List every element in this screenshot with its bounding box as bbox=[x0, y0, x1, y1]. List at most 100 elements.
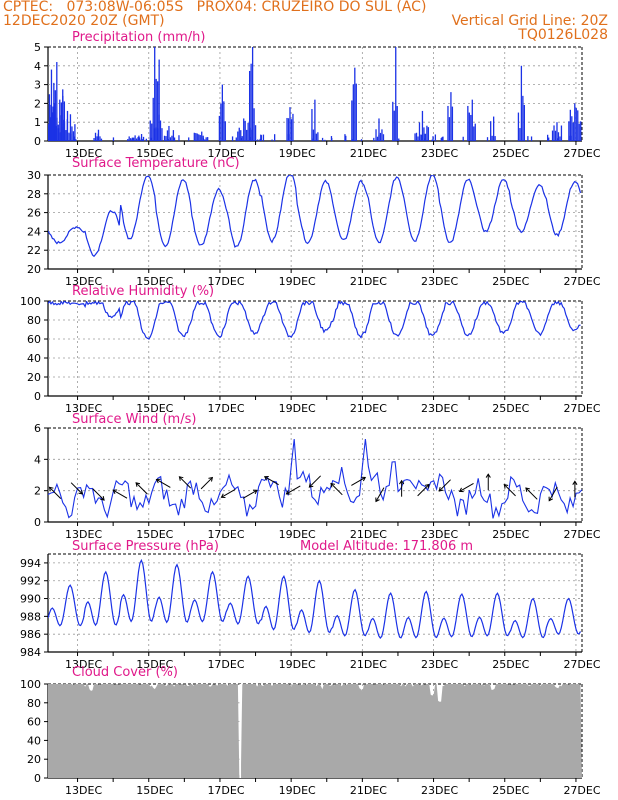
wind-arrowhead-11 bbox=[285, 490, 291, 495]
precip-bar-1-5 bbox=[56, 62, 58, 141]
xtick-label-2-3: 19DEC bbox=[279, 402, 316, 415]
ytick-label-4-5: 994 bbox=[20, 557, 41, 570]
precip-bar-3-4 bbox=[65, 130, 67, 141]
precip-bar-10-3 bbox=[223, 101, 225, 141]
wind-arrowhead-2 bbox=[100, 496, 105, 501]
wind-arrow-8 bbox=[221, 488, 236, 498]
precip-drizzle-13 bbox=[145, 138, 148, 141]
wind-arrowhead-18 bbox=[438, 486, 444, 492]
ytick-label-0-4: 4 bbox=[34, 60, 41, 73]
precip-bar-10-4 bbox=[224, 121, 226, 141]
cloud-area bbox=[48, 684, 582, 778]
precip-bar-7-0 bbox=[153, 128, 156, 141]
precip-drizzle-18 bbox=[398, 138, 400, 141]
wind-arrow-7 bbox=[200, 477, 213, 490]
wind-arrow-9 bbox=[242, 489, 258, 499]
precip-drizzle-34 bbox=[434, 134, 437, 141]
precip-bar-22-2 bbox=[520, 65, 523, 141]
xtick-label-5-7: 27DEC bbox=[563, 784, 600, 797]
xtick-label-5-6: 25DEC bbox=[492, 784, 529, 797]
precip-bar-24-6 bbox=[577, 110, 579, 141]
precip-bar-6-5 bbox=[157, 81, 159, 141]
ytick-label-2-3: 60 bbox=[27, 333, 41, 346]
panel-title-4: Surface Pressure (hPa) bbox=[72, 539, 219, 554]
precip-bar-4-5 bbox=[100, 138, 103, 141]
ytick-label-3-1: 2 bbox=[34, 485, 41, 498]
wind-arrowhead-7 bbox=[208, 476, 214, 482]
xtick-label-3-1: 15DEC bbox=[136, 528, 173, 541]
ytick-label-1-5: 30 bbox=[27, 169, 41, 182]
xtick-label-1-2: 17DEC bbox=[207, 275, 244, 288]
precip-bar-8-6 bbox=[172, 130, 175, 141]
precip-bar-18-8 bbox=[426, 125, 428, 141]
xtick-label-5-0: 13DEC bbox=[65, 784, 102, 797]
xtick-label-3-7: 27DEC bbox=[563, 528, 600, 541]
wind-arrowhead-6 bbox=[178, 476, 184, 481]
precip-bar-6-0 bbox=[149, 120, 151, 141]
wind-arrow-10 bbox=[264, 476, 279, 486]
xtick-label-3-6: 25DEC bbox=[492, 528, 529, 541]
precip-bar-14-3 bbox=[315, 133, 318, 141]
precip-drizzle-38 bbox=[312, 138, 315, 141]
precip-bar-21-0 bbox=[490, 121, 492, 141]
wind-arrowhead-13 bbox=[330, 482, 336, 488]
precip-bar-11-5 bbox=[243, 118, 245, 141]
precip-drizzle-19 bbox=[440, 138, 442, 141]
precip-bar-2-5 bbox=[63, 101, 66, 141]
precip-drizzle-28 bbox=[72, 139, 75, 141]
precip-bar-15-0 bbox=[351, 100, 353, 141]
ytick-label-1-1: 22 bbox=[27, 244, 41, 257]
ytick-label-5-4: 80 bbox=[27, 697, 41, 710]
xtick-label-4-3: 19DEC bbox=[279, 658, 316, 671]
xtick-label-1-0: 13DEC bbox=[65, 275, 102, 288]
precip-bar-13-4 bbox=[292, 113, 294, 141]
precip-bar-3-3 bbox=[63, 121, 66, 141]
wind-arrowhead-16 bbox=[399, 479, 405, 485]
wind-arrowhead-20 bbox=[485, 473, 491, 478]
precip-bar-23-4 bbox=[557, 132, 560, 141]
precip-drizzle-20 bbox=[527, 136, 529, 141]
precip-bar-7-3 bbox=[158, 114, 160, 141]
xtick-label-3-4: 21DEC bbox=[350, 528, 387, 541]
precip-drizzle-31 bbox=[112, 137, 115, 141]
xtick-label-3-0: 13DEC bbox=[65, 528, 102, 541]
precip-bar-22-1 bbox=[519, 128, 521, 141]
xtick-label-2-0: 13DEC bbox=[65, 402, 102, 415]
precip-bar-2-0 bbox=[56, 117, 58, 141]
wind-arrow-13 bbox=[330, 483, 343, 496]
wind-arrowhead-4 bbox=[135, 482, 141, 487]
precip-drizzle-32 bbox=[173, 137, 176, 141]
ytick-label-4-3: 990 bbox=[20, 593, 41, 606]
precip-bar-15-3 bbox=[355, 83, 357, 141]
wind-arrowhead-3 bbox=[112, 489, 118, 494]
precip-bar-18-3 bbox=[418, 122, 421, 141]
precip-bar-3-6 bbox=[68, 132, 70, 141]
ytick-label-4-1: 986 bbox=[20, 628, 41, 641]
precip-bar-11-4 bbox=[241, 136, 243, 141]
ytick-label-5-0: 0 bbox=[34, 772, 41, 785]
header-grid-note: Vertical Grid Line: 20Z bbox=[451, 13, 608, 29]
precip-bar-24-1 bbox=[569, 109, 571, 141]
precip-bar-8-0 bbox=[163, 135, 166, 141]
xtick-label-0-6: 25DEC bbox=[492, 147, 529, 160]
ytick-label-3-3: 6 bbox=[34, 422, 41, 435]
precip-bar-13-2 bbox=[289, 107, 291, 141]
wind-arrowhead-5 bbox=[155, 478, 161, 484]
precip-bar-17-3 bbox=[396, 106, 398, 141]
precip-bar-5-0 bbox=[127, 139, 129, 141]
xtick-label-1-3: 19DEC bbox=[279, 275, 316, 288]
precip-bar-4-4 bbox=[99, 136, 101, 141]
precip-drizzle-43 bbox=[167, 139, 169, 141]
wind-arrow-23 bbox=[548, 486, 558, 501]
series-line-wind bbox=[48, 438, 582, 519]
precip-bar-10-1 bbox=[220, 103, 222, 141]
xtick-label-1-5: 23DEC bbox=[421, 275, 458, 288]
precip-bar-13-3 bbox=[290, 119, 293, 141]
ytick-label-2-2: 40 bbox=[27, 352, 41, 365]
precip-drizzle-4 bbox=[97, 133, 99, 141]
series-line-4 bbox=[48, 558, 582, 639]
ytick-label-0-1: 1 bbox=[34, 116, 41, 129]
precip-bar-18-5 bbox=[421, 110, 424, 141]
wind-arrow-3 bbox=[112, 489, 128, 499]
precip-drizzle-55 bbox=[260, 134, 262, 141]
